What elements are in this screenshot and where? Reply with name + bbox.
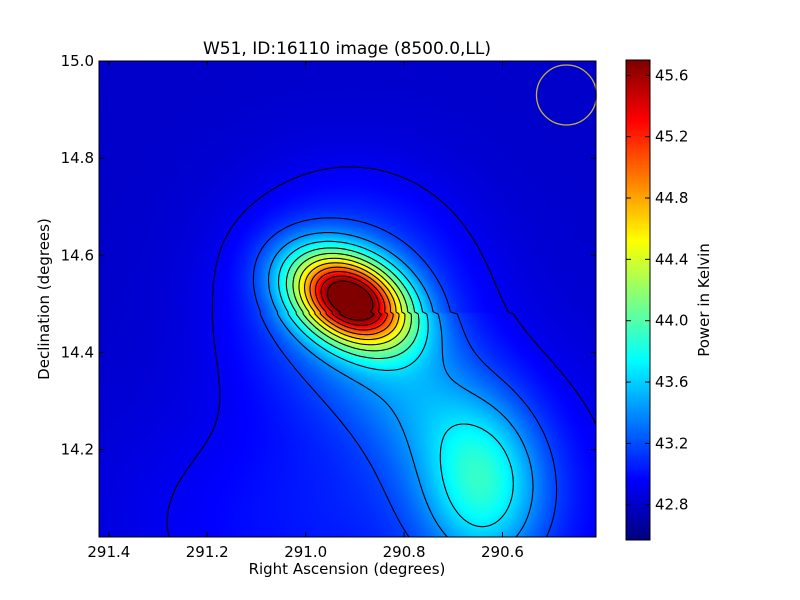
colorbar-tick-label: 44.8 [655, 189, 688, 207]
contour-lines [166, 166, 596, 537]
colorbar-tick-label: 43.6 [655, 373, 688, 391]
colorbar-tick-label: 45.6 [655, 66, 688, 84]
y-tick-label: 14.8 [61, 149, 94, 167]
x-axis: 291.4 291.2 291.0 290.8 290.6 [87, 61, 524, 561]
y-tick-label: 14.6 [61, 246, 94, 264]
contour-line-5 [285, 247, 420, 360]
x-tick-label: 290.6 [481, 543, 524, 561]
chart-title: W51, ID:16110 image (8500.0,LL) [203, 39, 491, 59]
y-tick-label: 14.4 [61, 343, 94, 361]
colorbar-ticks: 42.8 43.2 43.6 44.0 44.4 44.8 45.2 45.6 [626, 66, 688, 514]
y-tick-label: 14.2 [61, 441, 94, 459]
contour-line-11 [320, 275, 382, 326]
contour-line-3 [267, 232, 534, 537]
x-axis-label: Right Ascension (degrees) [249, 560, 446, 578]
contour-line-7 [298, 257, 406, 346]
colorbar-frame [625, 59, 651, 541]
x-tick-label: 290.8 [383, 543, 426, 561]
y-tick-label: 15.0 [61, 52, 94, 70]
contour-line-2 [252, 217, 558, 537]
colorbar-gradient [626, 60, 650, 540]
contour-line-1 [166, 166, 596, 537]
colorbar-tick-label: 44.4 [655, 250, 688, 268]
contour-line-9 [309, 266, 394, 336]
contour-line-10 [314, 270, 389, 331]
colorbar: 42.8 43.2 43.6 44.0 44.4 44.8 45.2 45.6 [625, 59, 688, 541]
contour-line-8 [304, 262, 400, 341]
y-axis: 15.0 14.8 14.6 14.4 14.2 [61, 52, 596, 459]
y-axis-label: Declination (degrees) [35, 218, 53, 380]
heatmap-image [99, 61, 596, 537]
colorbar-tick-label: 42.8 [655, 496, 688, 514]
x-tick-label: 291.2 [186, 543, 229, 561]
contour-line-6 [292, 252, 412, 352]
colorbar-tick-label: 43.2 [655, 434, 688, 452]
plot-frame [98, 60, 597, 538]
contour-line-4 [277, 240, 514, 528]
contour-line-12 [326, 280, 375, 321]
colorbar-tick-label: 45.2 [655, 128, 688, 146]
colorbar-label: Power in Kelvin [695, 243, 713, 357]
x-tick-label: 291.4 [87, 543, 130, 561]
x-tick-label: 291.0 [284, 543, 327, 561]
colorbar-tick-label: 44.0 [655, 312, 688, 330]
heatmap-plot [98, 60, 598, 538]
